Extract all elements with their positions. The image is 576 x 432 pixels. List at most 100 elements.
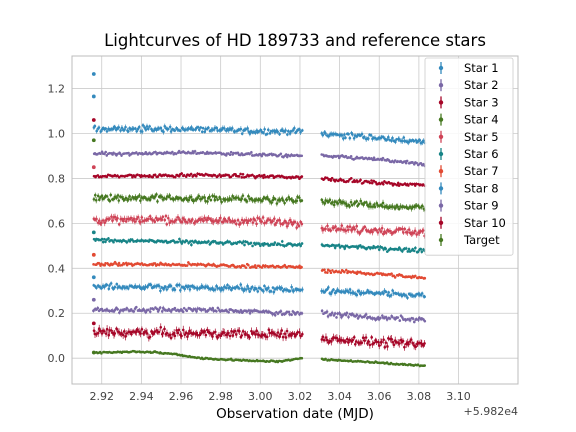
data-point (127, 151, 130, 155)
data-point (394, 206, 397, 210)
data-point (93, 193, 97, 197)
data-point (116, 152, 119, 156)
data-point (371, 158, 375, 162)
data-point (273, 241, 277, 244)
data-point (154, 216, 158, 220)
data-point (102, 329, 106, 333)
series-points (91, 349, 426, 368)
data-point (228, 153, 232, 157)
data-point (415, 233, 419, 236)
data-point (364, 201, 368, 204)
data-point (355, 293, 359, 297)
data-point (383, 345, 387, 349)
data-point (128, 194, 131, 198)
data-point (92, 263, 95, 266)
data-point (293, 154, 297, 157)
data-point (215, 309, 218, 313)
data-point (298, 264, 301, 268)
data-point (176, 216, 180, 219)
data-point (187, 127, 190, 130)
data-point (381, 182, 385, 186)
data-point (280, 286, 284, 290)
data-point (333, 312, 337, 315)
data-point (196, 125, 200, 129)
data-point (104, 240, 107, 244)
data-point (109, 193, 113, 197)
data-point (168, 125, 172, 129)
data-point (291, 223, 294, 226)
data-point (99, 130, 103, 133)
data-point (273, 332, 277, 336)
data-point (101, 240, 105, 244)
data-point (283, 332, 287, 335)
data-point (253, 359, 257, 363)
data-point (96, 221, 100, 225)
data-point (348, 338, 352, 342)
data-point (215, 126, 219, 130)
data-point (163, 124, 167, 128)
data-point (284, 129, 287, 132)
data-point (109, 282, 113, 285)
data-point (244, 175, 248, 179)
data-point (226, 220, 229, 223)
data-point (254, 198, 258, 201)
data-point (421, 183, 425, 186)
data-point (242, 240, 245, 243)
data-point (350, 228, 354, 231)
data-point (206, 200, 209, 203)
data-point (117, 199, 121, 202)
data-point (272, 243, 276, 247)
data-point (113, 215, 117, 219)
data-point (222, 220, 225, 224)
data-point (369, 246, 373, 249)
data-point (414, 294, 417, 297)
data-point (104, 261, 107, 265)
data-point (192, 331, 195, 335)
data-point (379, 292, 382, 296)
data-point (237, 175, 241, 178)
data-point (249, 241, 253, 245)
data-point (219, 289, 223, 292)
data-point (336, 202, 340, 205)
data-point (173, 306, 177, 310)
data-point (105, 327, 109, 331)
data-point (408, 318, 412, 322)
data-point (113, 308, 117, 312)
data-point (372, 341, 376, 345)
data-point (164, 285, 167, 288)
data-point (188, 174, 191, 177)
data-point (380, 226, 384, 230)
data-point (105, 130, 109, 133)
data-point (299, 244, 303, 248)
data-point (100, 237, 104, 241)
data-point (369, 229, 373, 232)
data-point (160, 195, 164, 199)
data-point (112, 197, 116, 201)
data-point (189, 195, 193, 199)
data-point (253, 264, 257, 267)
data-point (213, 198, 217, 202)
data-point (339, 271, 343, 274)
data-point (208, 263, 211, 267)
data-point (188, 288, 192, 291)
data-point (275, 221, 278, 225)
data-point (244, 218, 248, 222)
data-point (348, 288, 352, 291)
data-point (121, 219, 125, 223)
data-point (370, 181, 374, 185)
data-point (160, 286, 164, 289)
data-point (251, 173, 254, 177)
data-point (130, 238, 134, 241)
data-point (232, 151, 235, 155)
data-point (263, 310, 266, 314)
data-point (321, 133, 325, 137)
data-point (199, 126, 203, 129)
data-point (407, 207, 410, 210)
data-point (104, 127, 108, 130)
data-point (260, 220, 264, 223)
data-point (207, 126, 210, 130)
data-point (278, 218, 281, 222)
data-point (407, 342, 410, 346)
data-point (226, 331, 230, 335)
data-point (292, 289, 295, 293)
